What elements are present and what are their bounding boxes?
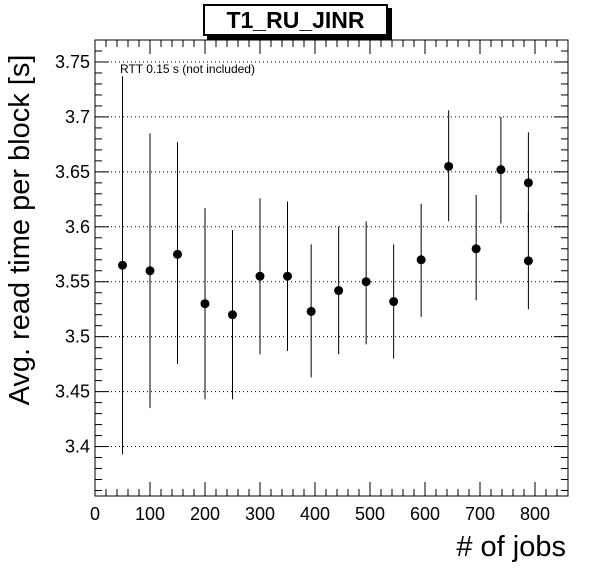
data-point xyxy=(523,178,533,188)
x-tick-label: 100 xyxy=(135,504,165,524)
y-tick-label: 3.5 xyxy=(65,327,90,347)
data-points xyxy=(118,76,533,455)
data-point xyxy=(118,260,127,270)
y-tick-label: 3.4 xyxy=(65,437,90,457)
y-tick-label: 3.6 xyxy=(65,217,90,237)
data-point xyxy=(228,310,237,320)
y-tick-label: 3.65 xyxy=(55,162,90,182)
x-tick-label: 300 xyxy=(245,504,275,524)
x-tick-label: 0 xyxy=(90,504,100,524)
x-axis-label: # of jobs xyxy=(456,531,566,563)
data-point xyxy=(306,306,316,316)
y-tick-label: 3.45 xyxy=(55,382,90,402)
y-axis-label: Avg. read time per block [s] xyxy=(4,55,36,406)
data-point xyxy=(283,271,292,281)
rtt-annotation: RTT 0.15 s (not included) xyxy=(120,62,255,76)
y-tick-label: 3.7 xyxy=(65,107,90,127)
data-point xyxy=(389,297,399,307)
data-point xyxy=(173,249,182,259)
data-point xyxy=(471,244,481,254)
x-ticks: 0 100 200 300 400 500 600 700 800 xyxy=(90,40,558,524)
y-tick-label: 3.55 xyxy=(55,272,90,292)
x-tick-label: 500 xyxy=(355,504,385,524)
data-point xyxy=(200,299,210,309)
x-tick-label: 800 xyxy=(520,504,550,524)
data-point xyxy=(444,161,454,171)
data-point xyxy=(496,165,506,175)
chart-title: T1_RU_JINR xyxy=(203,4,388,36)
data-point xyxy=(361,277,371,287)
data-point xyxy=(255,271,265,281)
y-tick-label: 3.75 xyxy=(55,52,90,72)
y-ticks: 3.4 3.45 3.5 3.55 3.6 3.65 3.7 3.75 xyxy=(55,39,568,492)
data-point xyxy=(416,255,426,265)
data-point xyxy=(334,286,344,296)
x-tick-label: 400 xyxy=(300,504,330,524)
grid-lines xyxy=(95,61,568,448)
x-tick-label: 200 xyxy=(190,504,220,524)
plot-frame xyxy=(94,39,569,497)
data-point xyxy=(145,266,155,276)
data-point xyxy=(523,256,533,266)
x-tick-label: 600 xyxy=(410,504,440,524)
x-tick-label: 700 xyxy=(465,504,495,524)
